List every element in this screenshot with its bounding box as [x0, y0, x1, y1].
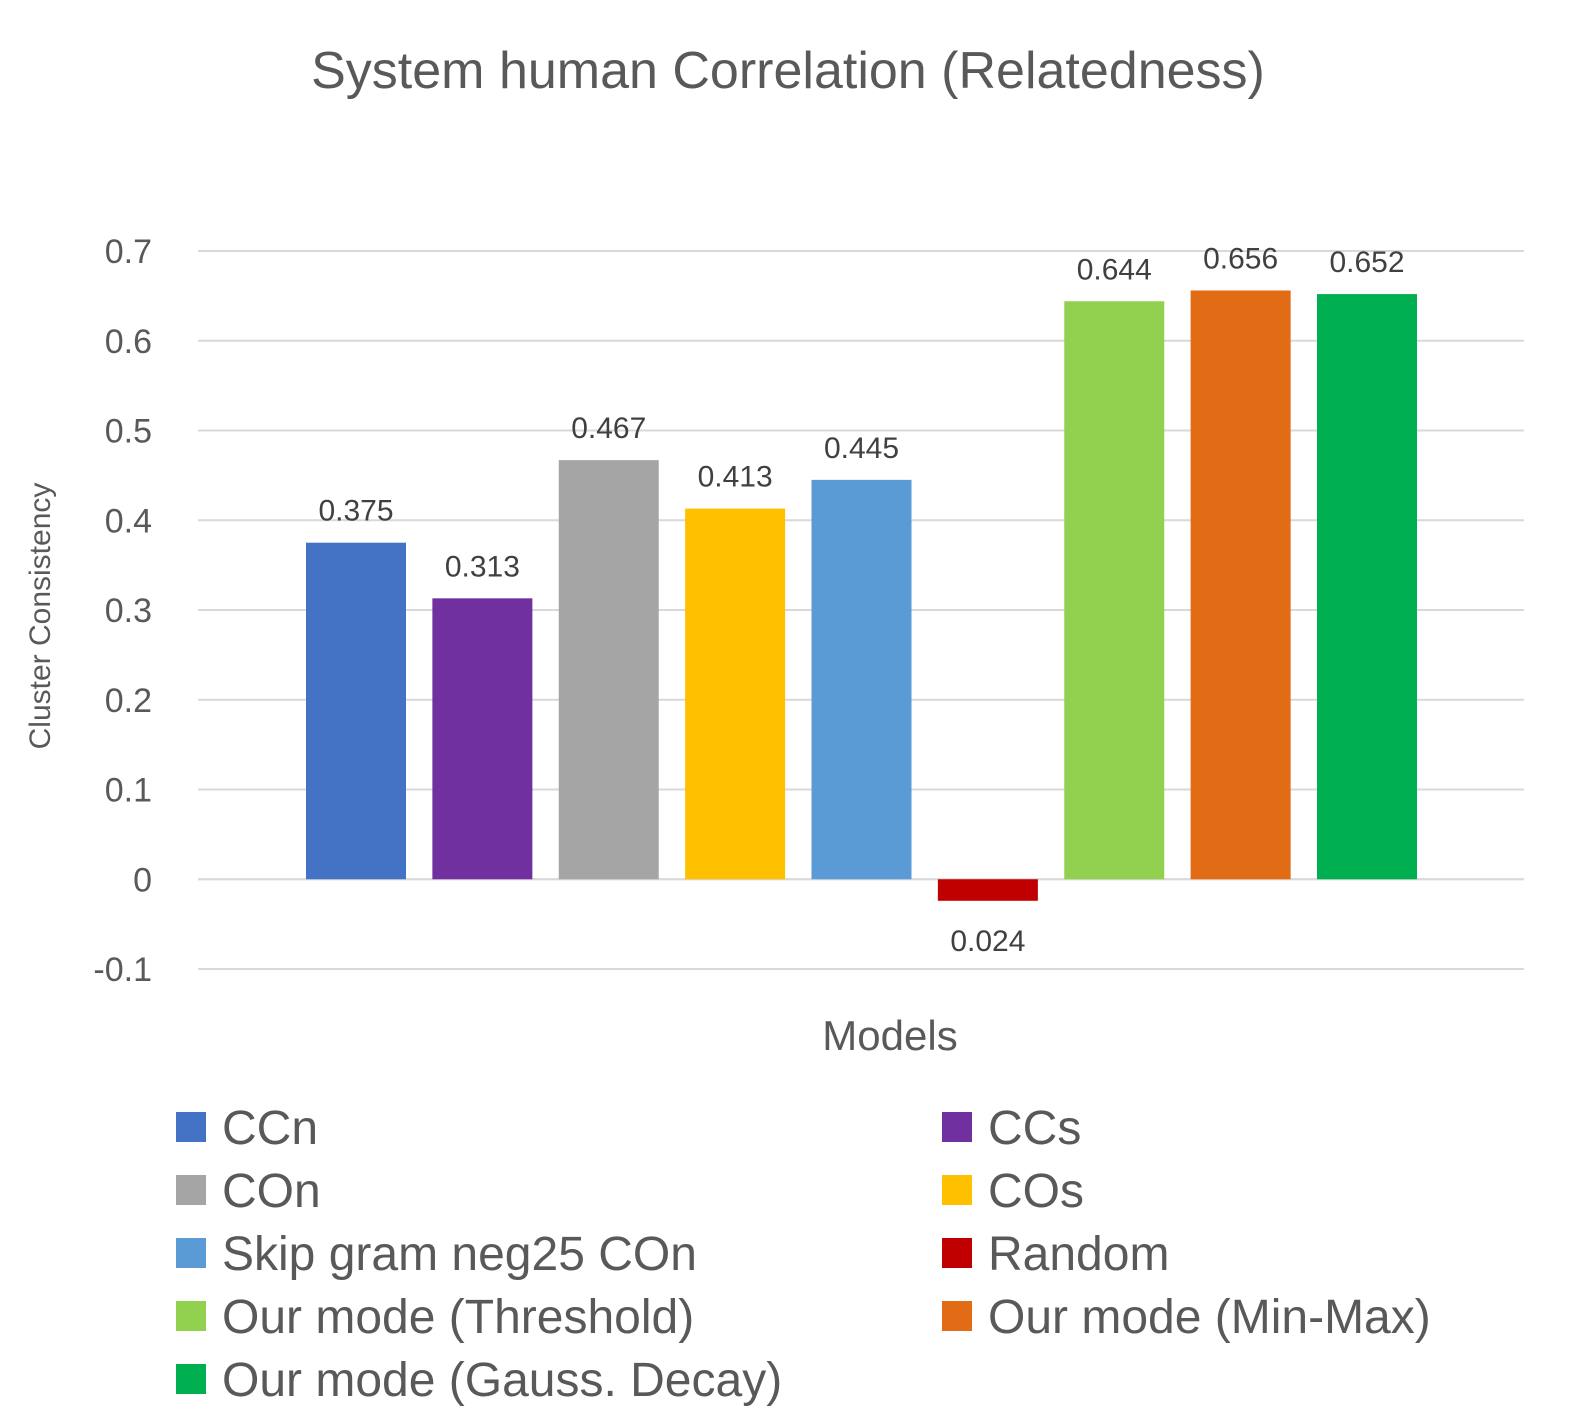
data-label: 0.652 — [1329, 246, 1404, 279]
legend-swatch — [176, 1112, 206, 1142]
y-tick-label: 0.2 — [105, 682, 152, 720]
bar-5 — [811, 479, 912, 880]
legend: CCn CCs COn COs Skip gram neg25 COn Random Our… — [176, 1102, 1431, 1407]
y-tick-label: 0.1 — [105, 772, 152, 810]
legend-swatch — [176, 1364, 206, 1394]
legend-swatch — [942, 1175, 972, 1205]
legend-swatch — [176, 1301, 206, 1331]
bar-4 — [685, 508, 786, 880]
data-labels: 0.375 0.313 0.467 0.413 0.445 0.024 0.644 0.656… — [318, 242, 1404, 957]
data-label: 0.644 — [1077, 253, 1152, 286]
data-label: 0.445 — [824, 432, 899, 465]
legend-label: CCn — [222, 1102, 318, 1155]
data-label: 0.467 — [571, 412, 646, 445]
x-axis-title: Models — [822, 1012, 957, 1059]
legend-swatch — [942, 1238, 972, 1268]
bar-6 — [937, 879, 1038, 901]
y-tick-label: 0.6 — [105, 323, 152, 361]
y-tick-label: -0.1 — [93, 951, 152, 989]
data-label: 0.313 — [445, 550, 520, 583]
y-tick-label: 0.4 — [105, 502, 152, 540]
legend-label: Our mode (Min-Max) — [988, 1291, 1431, 1344]
data-label: 0.413 — [698, 461, 773, 494]
legend-swatch — [942, 1301, 972, 1331]
bars — [306, 290, 1417, 901]
data-label: 0.375 — [318, 495, 393, 528]
y-tick-label: 0.3 — [105, 592, 152, 630]
data-label: 0.024 — [950, 925, 1025, 958]
legend-label: Skip gram neg25 COn — [222, 1228, 697, 1281]
bar-8 — [1190, 290, 1291, 880]
bar-7 — [1064, 301, 1165, 880]
legend-label: Our mode (Threshold) — [222, 1291, 694, 1344]
legend-swatch — [176, 1175, 206, 1205]
y-axis-ticks: -0.1 0 0.1 0.2 0.3 0.4 0.5 0.6 0.7 — [93, 233, 152, 989]
bar-1 — [306, 542, 406, 880]
legend-label: Our mode (Gauss. Decay) — [222, 1354, 782, 1407]
y-tick-label: 0.7 — [105, 233, 152, 271]
legend-label: COn — [222, 1165, 321, 1218]
bar-3 — [558, 460, 659, 880]
bar-2 — [432, 598, 533, 880]
y-axis-title: Cluster Consistency — [24, 483, 57, 750]
legend-swatch — [942, 1112, 972, 1142]
data-label: 0.656 — [1203, 242, 1278, 275]
y-tick-label: 0.5 — [105, 413, 152, 451]
chart-title: System human Correlation (Relatedness) — [311, 42, 1265, 100]
legend-label: Random — [988, 1228, 1169, 1281]
y-tick-label: 0 — [133, 861, 152, 899]
bar-9 — [1317, 294, 1417, 880]
legend-label: CCs — [988, 1102, 1081, 1155]
legend-swatch — [176, 1238, 206, 1268]
legend-label: COs — [988, 1165, 1084, 1218]
